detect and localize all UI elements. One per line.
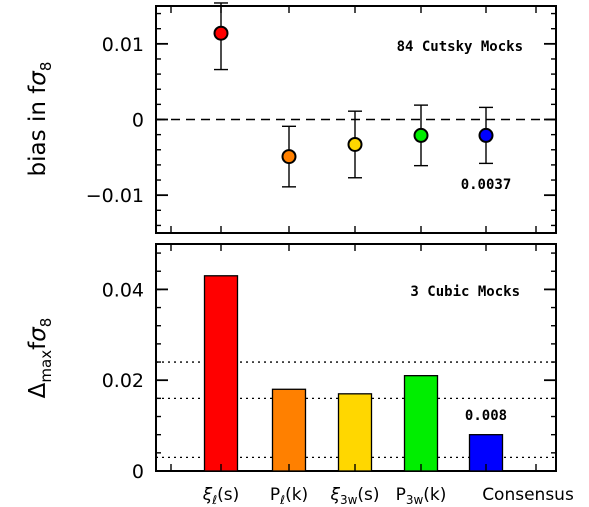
category-label-consensus: Consensus xyxy=(482,485,574,505)
consensus-error-label: 0.0037 xyxy=(461,177,512,193)
delta-bars xyxy=(203,275,504,472)
delta-bar xyxy=(403,375,439,472)
top-y-ticks: −0.01 0 0.01 xyxy=(86,12,556,227)
bottom-y-tick-label: 0 xyxy=(132,461,144,483)
bias-point xyxy=(347,136,363,152)
bottom-y-axis-label: Δmaxfσ8 xyxy=(25,318,55,399)
category-label-xi-3w: ξ3w(s) xyxy=(329,485,379,507)
delta-bar xyxy=(203,275,239,472)
bias-point xyxy=(478,127,494,143)
consensus-bar-label: 0.008 xyxy=(465,408,507,424)
bottom-y-ticks: 0 0.02 0.04 xyxy=(102,252,556,483)
top-annotation: 84 Cutsky Mocks xyxy=(397,39,523,55)
bottom-annotation: 3 Cubic Mocks xyxy=(410,284,520,300)
category-label-p-l: Pℓ(k) xyxy=(270,485,308,507)
bias-panel: −0.01 0 0.01 84 Cutsky Mocks 0.0037 bias i… xyxy=(25,2,557,234)
delta-bar xyxy=(337,393,373,472)
bias-points xyxy=(213,2,494,188)
bottom-y-tick-label: 0.02 xyxy=(102,370,144,392)
top-y-tick-label: −0.01 xyxy=(86,185,144,207)
delta-bar xyxy=(271,388,307,472)
bias-point xyxy=(213,25,229,41)
bottom-x-ticks xyxy=(170,244,537,471)
category-labels: ξℓ(s) Pℓ(k) ξ3w(s) P3w(k) Consensus xyxy=(202,485,574,507)
bias-point xyxy=(413,127,429,143)
bottom-y-tick-label: 0.04 xyxy=(102,279,144,301)
top-y-axis-label: bias in fσ8 xyxy=(25,62,55,177)
top-y-tick-label: 0 xyxy=(132,110,144,132)
top-y-tick-label: 0.01 xyxy=(102,34,144,56)
category-label-p-3w: P3w(k) xyxy=(396,485,447,507)
bias-point xyxy=(281,149,297,165)
category-label-xi-l: ξℓ(s) xyxy=(202,485,240,507)
delta-panel: 0 0.02 0.04 3 Cubic Mocks 0.008 Δmaxfσ8 xyxy=(25,243,557,483)
